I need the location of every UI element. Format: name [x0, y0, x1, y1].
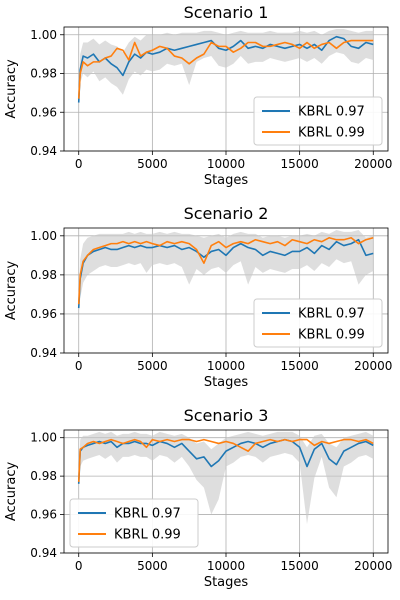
y-tick-label: 0.98 [30, 469, 57, 483]
x-tick-label: 10000 [207, 157, 245, 171]
legend: KBRL 0.97 KBRL 0.99 [253, 298, 383, 348]
y-tick-label: 0.96 [30, 307, 57, 321]
x-tick-label: 20000 [354, 559, 392, 573]
y-tick-label: 0.98 [30, 67, 57, 81]
y-tick-label: 0.94 [30, 144, 57, 158]
x-tick-label: 5000 [137, 559, 168, 573]
plot-area [77, 28, 374, 107]
x-tick-label: 15000 [281, 157, 319, 171]
legend-label-2: KBRL 0.99 [298, 328, 365, 343]
legend-label-2: KBRL 0.99 [298, 126, 365, 141]
x-tick-label: 10000 [207, 359, 245, 373]
x-tick-label: 0 [75, 559, 83, 573]
y-tick-label: 0.94 [30, 546, 57, 560]
series-line-1 [77, 35, 374, 103]
series-line-2 [77, 236, 374, 305]
x-tick-label: 5000 [137, 359, 168, 373]
chart-panel-2: 0 5000 10000 15000 20000 0.94 0.96 0.98 1.00 Scen… [4, 204, 392, 390]
x-tick-label: 0 [75, 157, 83, 171]
legend-label-2: KBRL 0.99 [114, 528, 181, 543]
x-tick-label: 5000 [137, 157, 168, 171]
x-tick-label: 20000 [354, 157, 392, 171]
x-axis-label: Stages [204, 173, 249, 188]
plot-area [77, 229, 374, 314]
confidence-band-1 [78, 431, 374, 525]
x-tick-label: 15000 [281, 559, 319, 573]
y-tick-label: 0.96 [30, 508, 57, 522]
y-axis-label: Accuracy [4, 59, 19, 119]
x-axis-label: Stages [204, 575, 249, 590]
chart-title: Scenario 2 [184, 204, 269, 223]
legend-label-1: KBRL 0.97 [298, 307, 365, 322]
y-tick-label: 0.94 [30, 346, 57, 360]
x-axis-label: Stages [204, 375, 249, 390]
chart-panel-3: 0 5000 10000 15000 20000 0.94 0.96 0.98 1.00 Scen… [4, 406, 392, 590]
y-tick-label: 1.00 [30, 28, 57, 42]
x-tick-label: 20000 [354, 359, 392, 373]
series-line-1 [77, 238, 374, 309]
series-line-2 [77, 39, 374, 99]
x-tick-label: 10000 [207, 559, 245, 573]
chart-title: Scenario 3 [184, 406, 269, 425]
y-tick-label: 0.98 [30, 268, 57, 282]
y-tick-label: 0.96 [30, 105, 57, 119]
series-line-2 [77, 438, 374, 482]
y-tick-label: 1.00 [30, 229, 57, 243]
x-tick-label: 0 [75, 359, 83, 373]
legend-label-1: KBRL 0.97 [114, 507, 181, 522]
chart-panel-1: 0 5000 10000 15000 20000 0.94 0.96 0.98 1.00 Scen… [4, 3, 392, 188]
x-tick-label: 15000 [281, 359, 319, 373]
series-line-1 [77, 438, 374, 484]
legend: KBRL 0.97 KBRL 0.99 [253, 96, 383, 146]
y-axis-label: Accuracy [4, 261, 19, 321]
legend-label-1: KBRL 0.97 [298, 105, 365, 120]
y-axis-label: Accuracy [4, 462, 19, 522]
chart-title: Scenario 1 [184, 3, 269, 22]
legend: KBRL 0.97 KBRL 0.99 [69, 498, 199, 548]
plot-area [77, 431, 374, 525]
y-tick-label: 1.00 [30, 431, 57, 445]
